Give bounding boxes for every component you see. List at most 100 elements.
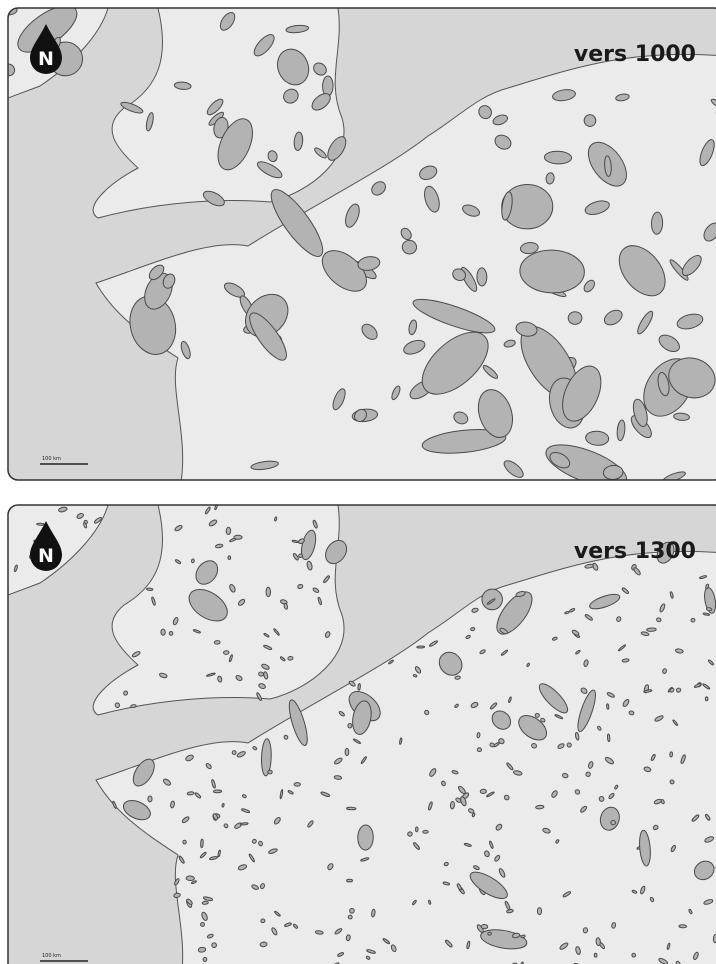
forest: [659, 603, 666, 613]
forest: [494, 134, 512, 150]
forest: [251, 884, 259, 890]
forest: [428, 899, 432, 905]
forest: [130, 704, 137, 709]
forest: [414, 666, 422, 674]
forest: [217, 849, 221, 858]
forest: [407, 831, 413, 837]
forest: [480, 924, 489, 930]
forest: [333, 775, 343, 780]
forest: [307, 820, 314, 828]
forest: [293, 131, 304, 151]
forest: [551, 790, 558, 798]
forest: [508, 696, 512, 703]
forest: [217, 675, 223, 683]
forest: [112, 800, 117, 809]
north-arrow-shape: [30, 521, 62, 571]
forest: [470, 627, 476, 632]
forest: [531, 743, 538, 749]
forest: [668, 357, 716, 399]
forest: [584, 200, 610, 216]
forest: [260, 918, 266, 924]
forest: [604, 155, 612, 177]
forest: [603, 309, 623, 326]
forest: [312, 587, 320, 593]
forest: [173, 81, 192, 90]
forest: [360, 756, 367, 764]
forest: [476, 732, 481, 739]
forest: [489, 742, 495, 748]
forest: [371, 181, 386, 196]
forest: [276, 48, 310, 86]
forest: [519, 242, 539, 255]
forest: [501, 191, 513, 221]
forest: [208, 519, 218, 527]
forest: [646, 627, 657, 632]
forest: [284, 922, 292, 927]
forest: [705, 813, 711, 821]
north-label: N: [38, 48, 54, 70]
forest: [248, 853, 255, 863]
forest: [201, 911, 208, 921]
forest: [577, 689, 596, 733]
forest: [298, 538, 305, 545]
forest: [146, 587, 154, 591]
forest: [212, 789, 223, 794]
forest: [540, 717, 546, 723]
forest: [658, 334, 680, 353]
forest: [345, 806, 357, 811]
forest: [515, 321, 538, 337]
forest: [621, 658, 630, 663]
forest: [312, 519, 318, 529]
forest: [223, 282, 246, 298]
forest: [536, 907, 543, 916]
forest: [466, 940, 471, 950]
forest: [471, 607, 479, 613]
forest: [650, 211, 664, 235]
forest: [704, 696, 709, 702]
forest: [145, 112, 154, 132]
forest: [660, 799, 665, 805]
forest: [473, 865, 480, 871]
forest: [465, 634, 471, 640]
forest: [345, 934, 351, 942]
forest: [460, 796, 467, 807]
forest: [212, 813, 219, 821]
forest: [408, 319, 418, 336]
forest: [180, 340, 191, 360]
forest: [476, 267, 488, 287]
forest: [325, 539, 348, 565]
forest: [83, 522, 88, 529]
scale-label: 100 km: [42, 953, 61, 959]
forest: [258, 683, 266, 690]
forest: [223, 823, 229, 829]
forest: [239, 822, 249, 826]
forest: [657, 371, 670, 397]
forest: [479, 788, 487, 795]
forest: [584, 614, 593, 621]
forest: [258, 671, 264, 677]
forest: [174, 525, 183, 532]
forest: [274, 910, 281, 917]
forest: [669, 779, 675, 785]
forest: [468, 808, 475, 814]
forest: [331, 962, 340, 964]
forest: [559, 942, 569, 950]
forest: [535, 804, 545, 810]
forest: [162, 778, 172, 786]
forest: [8, 63, 16, 77]
forest: [580, 687, 588, 694]
forest: [606, 733, 611, 743]
forest: [610, 819, 616, 826]
forest: [221, 802, 225, 808]
forest: [158, 672, 168, 679]
forest: [562, 365, 602, 422]
forest: [321, 250, 367, 292]
forest: [213, 640, 221, 645]
forest: [357, 683, 361, 691]
forest: [324, 631, 331, 638]
forest: [186, 791, 195, 796]
forest: [478, 105, 492, 120]
forest: [650, 753, 656, 761]
forest: [202, 896, 214, 902]
forest: [178, 855, 185, 864]
